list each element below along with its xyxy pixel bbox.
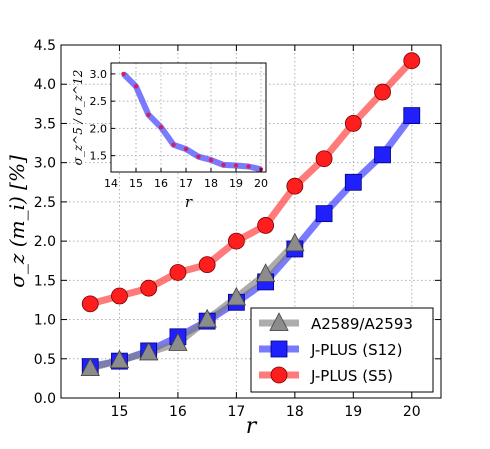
main-y-tick-label: 1.0: [34, 313, 56, 329]
inset-series-point: [246, 164, 251, 169]
inset-grid: [111, 63, 266, 172]
inset-x-tick-label: 18: [204, 177, 218, 190]
inset-x-tick-label: 16: [154, 177, 168, 190]
legend-marker-0: [269, 312, 289, 331]
series-1-point: [374, 146, 391, 164]
main-x-tick-label: 15: [111, 404, 129, 420]
inset-x-tick-label: 17: [179, 177, 193, 190]
main-y-tick-label: 2.0: [34, 234, 56, 250]
series-2-point: [374, 83, 391, 101]
main-ticks: 15 16 17 18 19 20 0.0 0.5 1.0 1.5 2.0 2.5 3.0 3.5 4.0 4…: [34, 38, 441, 420]
series-2-point: [169, 264, 187, 281]
inset-series-point: [233, 163, 239, 168]
inset-y-tick-label: 2.0: [90, 122, 108, 135]
main-x-tick-label: 20: [403, 404, 421, 420]
legend-label-0: A2589/A2593: [311, 315, 413, 333]
series-2-point: [198, 256, 216, 274]
main-y-tick-label: 3.0: [34, 156, 56, 172]
svg-text:σ_z (m_i) [%]: σ_z (m_i) [%]: [5, 155, 29, 288]
main-y-axis-label: σ_z (m_i) [%]: [5, 155, 29, 288]
inset-y-tick-label: 1.5: [90, 150, 108, 163]
series-0-point: [226, 286, 247, 306]
inset-y-axis-label: σ_z^5 / σ_z^12: [71, 70, 85, 166]
inset-ticks: 14 15 16 17 18 19 20 1.5 2.0 2.5 3.0: [90, 68, 269, 190]
main-y-tick-label: 0.0: [34, 391, 56, 407]
inset-series-point: [121, 71, 126, 77]
series-1-point: [315, 205, 333, 223]
series-2-point: [403, 52, 421, 70]
main-series: [80, 52, 421, 377]
series-2-point: [257, 217, 275, 234]
series-0-point: [197, 308, 217, 328]
main-y-tick-label: 1.5: [34, 273, 56, 289]
inset-series-point: [183, 146, 189, 152]
main-y-tick-label: 3.5: [34, 116, 56, 132]
main-x-tick-label: 17: [227, 404, 245, 420]
legend-label-1: J-PLUS (S12): [310, 341, 403, 359]
series-0-point: [255, 263, 276, 282]
main-y-tick-label: 4.0: [34, 77, 56, 93]
inset-series-point: [221, 162, 226, 168]
series-2-point: [140, 279, 158, 297]
main-plot-frame: [60, 44, 442, 399]
inset-x-axis-label: r: [185, 193, 193, 211]
series-2-point: [344, 115, 362, 132]
series-0-point: [168, 332, 188, 351]
inset-series: [121, 71, 264, 173]
series-2-point: [111, 287, 128, 305]
main-y-tick-label: 0.5: [34, 352, 56, 368]
inset-series-point: [171, 142, 176, 147]
legend-label-2: J-PLUS (S5): [310, 367, 393, 385]
inset-y-tick-label: 2.5: [90, 95, 108, 108]
series-2-point: [286, 177, 304, 195]
inset-x-tick-label: 20: [254, 177, 268, 190]
series-0-point: [109, 349, 130, 369]
series-2-point: [81, 295, 99, 313]
main-x-tick-label: 19: [344, 404, 362, 420]
inset-series-point: [133, 84, 139, 89]
inset-series-point: [196, 154, 201, 159]
inset-series-point: [208, 157, 214, 163]
series-0-point: [285, 232, 305, 252]
series-2-point: [227, 232, 245, 250]
series-2-point: [315, 150, 333, 168]
inset-plot-frame: [110, 62, 267, 173]
series-0-point: [80, 357, 100, 377]
svg-text:σ_z^5 / σ_z^12: σ_z^5 / σ_z^12: [71, 70, 85, 166]
inset-x-tick-label: 19: [229, 177, 243, 190]
main-x-axis-label: r: [246, 414, 258, 439]
series-1-point: [344, 173, 362, 191]
main-y-tick-label: 2.5: [34, 195, 56, 211]
series-1-point: [403, 107, 421, 124]
series-0-point: [139, 341, 159, 361]
main-x-tick-label: 16: [169, 404, 187, 420]
main-x-tick-label: 18: [286, 404, 304, 420]
inset-series-point: [146, 112, 151, 117]
chart-legend: A2589/A2593 J-PLUS (S12) J-PLUS (S5): [250, 307, 434, 393]
inset-x-tick-label: 15: [129, 177, 143, 190]
main-y-tick-label: 4.5: [34, 38, 56, 54]
legend-marker-2: [270, 366, 288, 384]
inset-x-tick-label: 14: [104, 177, 118, 190]
legend-marker-1: [270, 340, 288, 358]
inset-series-point: [158, 125, 164, 130]
inset-y-tick-label: 3.0: [90, 68, 108, 81]
